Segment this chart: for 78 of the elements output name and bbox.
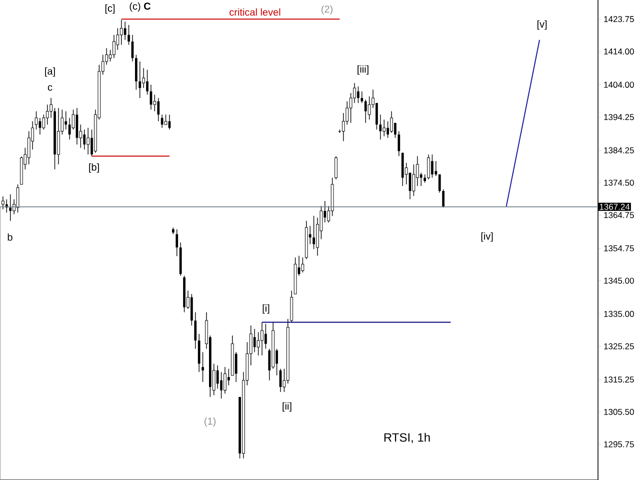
annotation: [iv] [481, 232, 493, 242]
candlestick [86, 128, 90, 155]
y-tick-label: 1305.50 [604, 408, 634, 415]
y-tick-label: 1414.00 [604, 48, 634, 54]
candlestick [50, 98, 52, 118]
candlestick [364, 99, 367, 124]
candlestick [16, 184, 20, 213]
candlestick [134, 54, 138, 90]
candlestick [220, 372, 222, 399]
annotation: [a] [45, 67, 55, 77]
annotation: critical level [230, 8, 280, 16]
candlestick [83, 129, 86, 150]
candlestick [124, 21, 126, 40]
candlestick [442, 188, 445, 208]
candlestick [357, 86, 360, 104]
y-tick-label: 1423.75 [604, 16, 634, 22]
candlestick [2, 196, 4, 210]
candlestick [128, 24, 130, 46]
annotation: [v] [537, 20, 547, 30]
candlestick [312, 216, 315, 250]
candlestick [57, 108, 60, 165]
candlestick [438, 174, 441, 194]
y-tick-label: 1364.75 [604, 212, 634, 218]
candlestick [157, 98, 160, 122]
y-tick-label: 1384.25 [604, 147, 634, 154]
candlestick [142, 68, 146, 88]
candlestick [112, 34, 116, 58]
candlestick [146, 69, 148, 96]
y-tick-label: 1345.00 [604, 278, 634, 284]
candlestick [138, 61, 142, 98]
candlestick [264, 324, 267, 350]
candlestick [290, 290, 294, 323]
candlestick [216, 365, 219, 389]
text: RTSI, 1h [384, 432, 430, 444]
y-tick-label: 1394.25 [604, 114, 634, 120]
candlestick [431, 154, 434, 178]
candlestick [198, 333, 200, 372]
candlestick [412, 164, 416, 196]
y-tick-label: 1325.25 [604, 343, 634, 350]
candlestick [379, 114, 382, 140]
y-tick-label: 1315.25 [604, 376, 634, 383]
candlestick [68, 118, 71, 140]
annotation: b [8, 233, 12, 241]
candlestick [390, 110, 393, 134]
candlestick [386, 120, 389, 138]
candlestick [194, 312, 197, 350]
y-tick-label: 1354.75 [604, 245, 634, 252]
candlestick [160, 114, 164, 128]
candlestick [190, 294, 193, 326]
y-tick-label: 1335.00 [604, 310, 634, 317]
annotation: [b] [89, 163, 99, 173]
y-tick-label: 1295.75 [604, 441, 634, 448]
candlestick [260, 322, 264, 356]
annotation: [i] [262, 304, 270, 314]
annotation: (2) [322, 5, 332, 15]
annotation: [ii] [282, 402, 292, 412]
candlestick [224, 366, 226, 394]
candlestick [398, 130, 400, 156]
candlestick [164, 114, 168, 125]
candlestick [301, 257, 304, 273]
annotation: (1) [204, 417, 216, 427]
annotation: [c] [105, 4, 115, 14]
candlestick [64, 110, 68, 130]
candlestick [427, 154, 430, 180]
annotation: [iii] [358, 65, 368, 75]
y-tick-label: 1374.50 [604, 180, 634, 186]
candlestick [9, 194, 12, 222]
y-tick-label: 1404.00 [604, 82, 634, 88]
ref-line-label: 1367.24 [600, 204, 630, 210]
annotation: (c) C [130, 2, 151, 12]
candlestick [253, 328, 256, 352]
candlestick [202, 352, 204, 382]
annotation: c [48, 85, 52, 91]
candlestick [434, 160, 438, 176]
candlestick [360, 91, 364, 104]
candlestick [120, 20, 123, 46]
candlestick [334, 156, 338, 180]
candlestick [176, 228, 178, 256]
